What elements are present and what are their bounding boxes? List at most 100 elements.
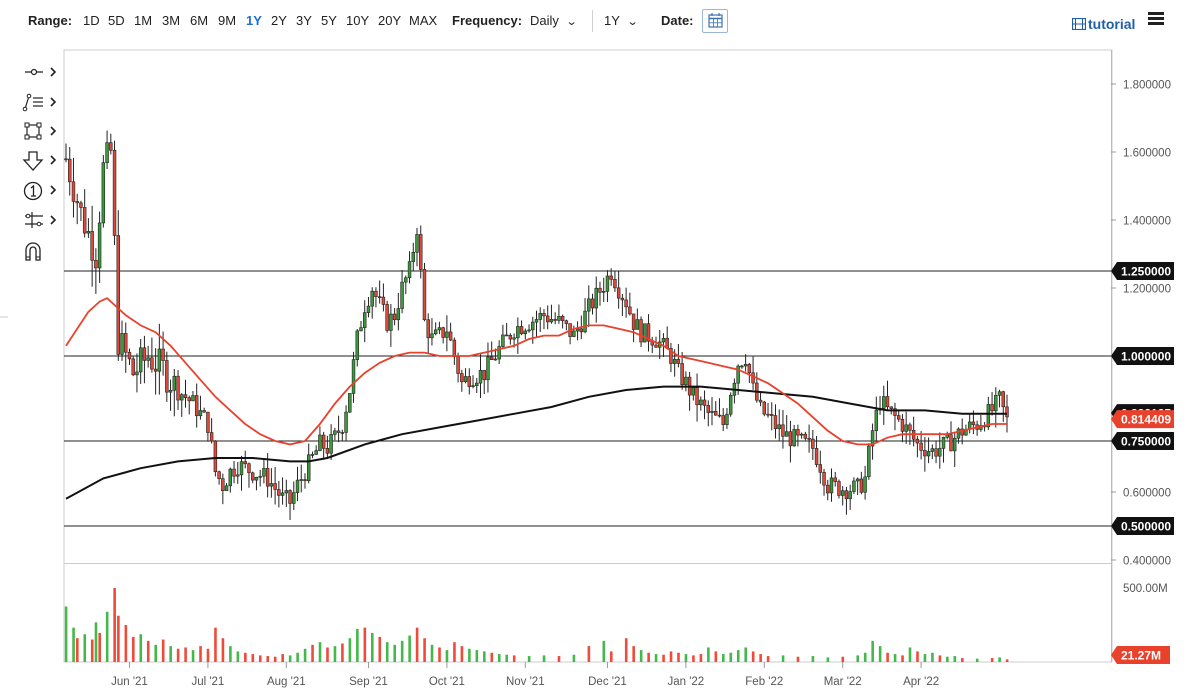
- menu-icon[interactable]: [1148, 12, 1164, 26]
- candle-body: [86, 231, 91, 234]
- frequency-select[interactable]: Daily ⌄: [530, 13, 578, 28]
- candle-body: [613, 279, 617, 289]
- candle-body: [945, 434, 949, 438]
- x-tick-label: Aug '21: [267, 676, 306, 688]
- date-picker-button[interactable]: [702, 9, 728, 33]
- range-5y[interactable]: 5Y: [321, 13, 337, 28]
- volume-bar: [154, 644, 158, 662]
- candle-body: [284, 490, 289, 494]
- candle-body: [545, 315, 550, 323]
- x-tick-label: Jun '21: [111, 676, 148, 688]
- candle-body: [64, 158, 68, 161]
- range-10y[interactable]: 10Y: [346, 13, 370, 28]
- volume-bar: [826, 657, 830, 662]
- y-tick-label: 1.400000: [1123, 216, 1171, 228]
- chevron-down-icon: ⌄: [626, 16, 639, 28]
- y-tick-label: 0.400000: [1123, 556, 1171, 568]
- candle-body: [646, 323, 651, 342]
- range-9m[interactable]: 9M: [218, 13, 237, 28]
- candle-body: [321, 434, 326, 449]
- volume-bar: [146, 640, 150, 662]
- volume-bar: [318, 642, 322, 662]
- candle-body: [340, 432, 345, 434]
- range-20y[interactable]: 20Y: [378, 13, 402, 28]
- candle-body: [165, 360, 169, 393]
- candle-body: [534, 319, 539, 323]
- candle-body: [575, 328, 580, 332]
- volume-bar: [281, 654, 284, 662]
- candle-body: [217, 471, 221, 479]
- candle-body: [512, 337, 516, 340]
- range-1d[interactable]: 1D: [83, 13, 100, 28]
- candle-body: [792, 429, 796, 447]
- range-5d[interactable]: 5D: [108, 13, 125, 28]
- volume-bar: [878, 646, 882, 662]
- crosshair-tool[interactable]: [20, 62, 62, 84]
- range-1y[interactable]: 1Y: [246, 13, 262, 28]
- candle-body: [605, 275, 610, 292]
- volume-bar: [677, 652, 680, 662]
- volume-bar: [94, 622, 98, 662]
- candle-body: [859, 478, 864, 493]
- candle-body: [504, 334, 509, 337]
- volume-bar: [512, 655, 516, 662]
- volume-bar: [113, 588, 116, 662]
- x-tick-label: Mar '22: [824, 676, 862, 688]
- candle-body: [176, 375, 180, 401]
- range-1m[interactable]: 1M: [134, 13, 153, 28]
- range-3y[interactable]: 3Y: [296, 13, 312, 28]
- annotation-tool[interactable]: [20, 180, 62, 202]
- candle-body: [262, 468, 266, 477]
- candle-body: [818, 464, 823, 473]
- range-max[interactable]: MAX: [409, 13, 438, 28]
- volume-bar: [744, 647, 748, 662]
- x-tick-label: Jan '22: [667, 676, 704, 688]
- candle-body: [389, 313, 393, 331]
- frequency-value: Daily: [530, 13, 559, 28]
- candle-body: [870, 430, 875, 447]
- candle-body: [572, 330, 576, 337]
- candle-body: [956, 428, 961, 439]
- shapes-tool[interactable]: [20, 121, 62, 143]
- candle-body: [415, 234, 419, 253]
- candle-body: [497, 346, 501, 360]
- candle-body: [710, 410, 714, 413]
- candle-body: [882, 396, 886, 409]
- arrow-tool[interactable]: [20, 150, 62, 172]
- candle-body: [236, 474, 240, 477]
- x-tick-label: Apr '22: [903, 676, 939, 688]
- period-select[interactable]: 1Y ⌄: [604, 13, 639, 28]
- candle-body: [433, 329, 438, 335]
- lines-tool[interactable]: [20, 92, 62, 114]
- range-3m[interactable]: 3M: [162, 13, 181, 28]
- range-2y[interactable]: 2Y: [271, 13, 287, 28]
- level-badge-bg: [1111, 347, 1174, 365]
- candle-body: [893, 408, 897, 416]
- date-label: Date:: [661, 13, 694, 28]
- chevron-down-icon: ⌄: [565, 16, 578, 28]
- candle-body: [501, 334, 505, 347]
- magnet-tool[interactable]: [20, 240, 62, 262]
- ma-fast-line: [65, 297, 1007, 446]
- candle-body: [295, 479, 300, 493]
- candle-body: [97, 222, 102, 269]
- candle-body: [777, 424, 781, 429]
- volume-bar: [736, 650, 740, 662]
- tutorial-link[interactable]: tutorial: [1071, 16, 1135, 32]
- candle-body: [377, 296, 382, 298]
- candle-body: [460, 373, 464, 383]
- candle-body: [941, 436, 946, 449]
- measure-tool[interactable]: [20, 210, 62, 232]
- volume-bar: [266, 656, 270, 662]
- range-6m[interactable]: 6M: [190, 13, 209, 28]
- volume-bar: [811, 656, 815, 662]
- volume-bar: [669, 651, 673, 662]
- measure-icon: [25, 212, 57, 228]
- volume-bar: [557, 656, 561, 662]
- x-tick-label: Feb '22: [745, 676, 783, 688]
- candle-body: [553, 319, 557, 321]
- candle-body: [463, 376, 468, 383]
- volume-bar: [273, 656, 277, 662]
- candle-body: [183, 394, 188, 398]
